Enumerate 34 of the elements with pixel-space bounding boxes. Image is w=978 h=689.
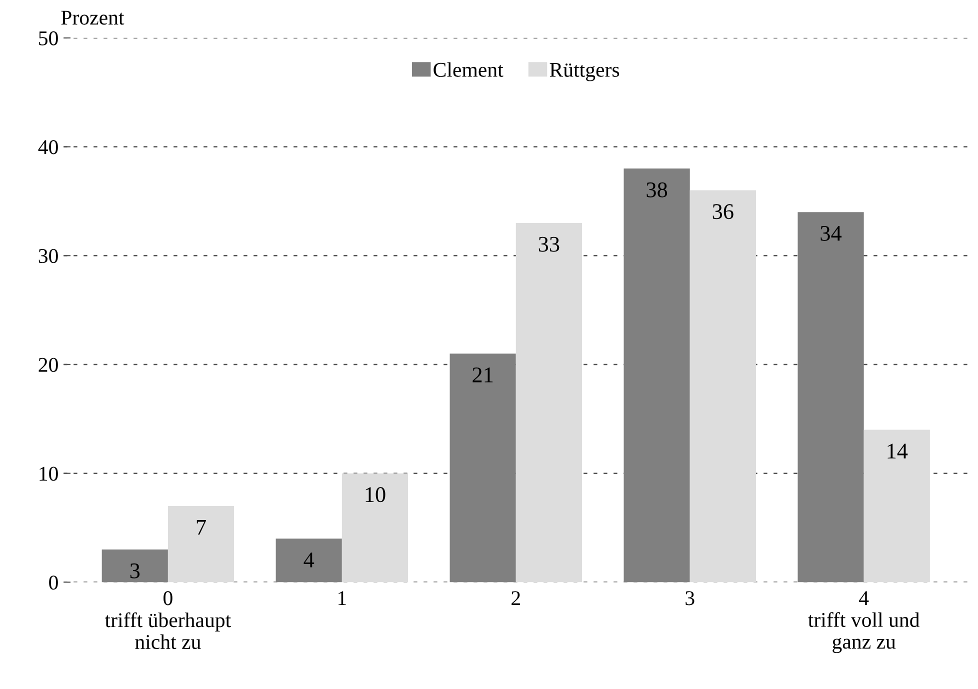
y-tick-label: 20 bbox=[38, 358, 58, 372]
bar bbox=[450, 354, 516, 582]
data-label: 36 bbox=[712, 204, 734, 220]
y-tick-label: 50 bbox=[39, 31, 58, 46]
data-label: 34 bbox=[820, 226, 842, 241]
data-label: 4 bbox=[304, 552, 314, 568]
y-tick-label: 30 bbox=[38, 248, 58, 264]
bar bbox=[516, 222, 582, 582]
bar bbox=[690, 190, 756, 582]
x-tick-label: 0 trifft überhaupt nicht zu bbox=[104, 591, 231, 650]
bar bbox=[342, 473, 408, 582]
data-label: 33 bbox=[538, 236, 560, 252]
data-label: 38 bbox=[646, 182, 668, 198]
bar bbox=[168, 506, 234, 582]
legend-label: Rüttgers bbox=[550, 63, 620, 82]
y-tick-label: 0 bbox=[49, 576, 58, 590]
y-tick-label: 10 bbox=[40, 466, 58, 481]
bar bbox=[864, 430, 930, 582]
bar bbox=[624, 168, 690, 582]
y-tick-label: 40 bbox=[38, 140, 58, 154]
bar bbox=[798, 212, 864, 582]
x-tick-label: 1 bbox=[338, 591, 346, 605]
data-label: 21 bbox=[472, 367, 493, 382]
bar bbox=[102, 550, 168, 582]
x-tick-label: 3 bbox=[686, 591, 694, 606]
legend-label: Clement bbox=[434, 62, 504, 77]
data-label: 10 bbox=[366, 487, 386, 502]
data-label: 14 bbox=[888, 444, 908, 458]
x-tick-label: 2 bbox=[512, 591, 520, 605]
y-axis-title: Prozent bbox=[61, 10, 124, 25]
data-label: 7 bbox=[196, 520, 206, 535]
bar bbox=[276, 538, 342, 582]
x-tick-label: 4 trifft voll und ganz zu bbox=[808, 591, 920, 654]
data-label: 3 bbox=[130, 563, 140, 578]
